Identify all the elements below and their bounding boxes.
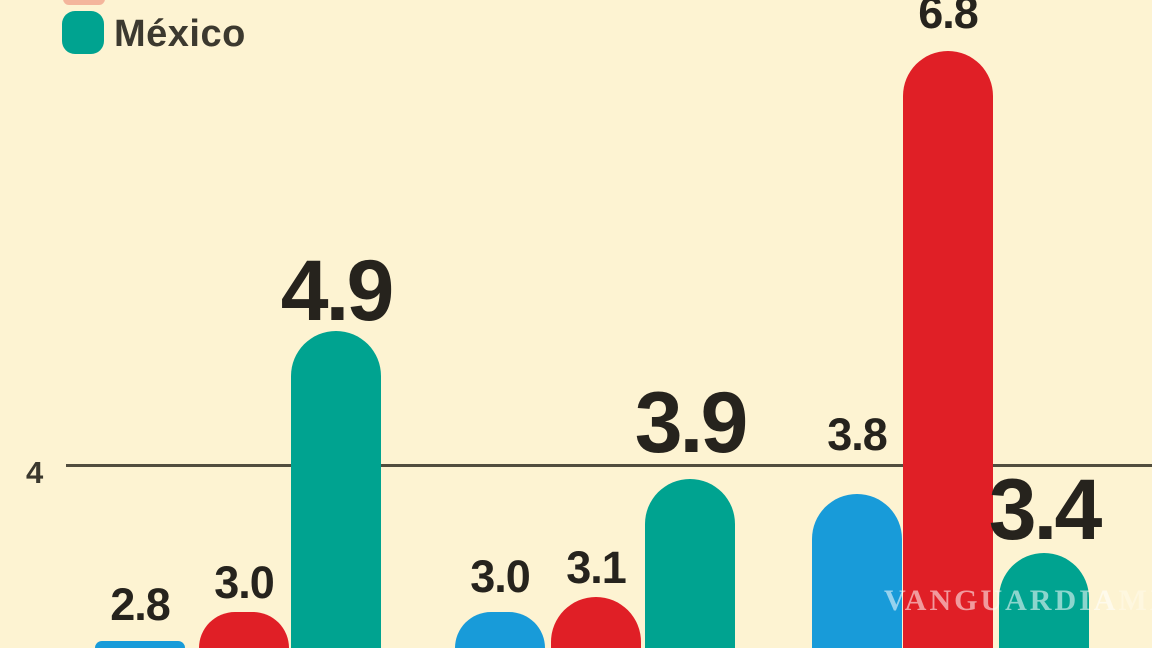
bar-value-label: 2.8 <box>110 579 171 630</box>
bar-blue-group1 <box>95 641 185 648</box>
reference-line <box>66 464 1152 467</box>
bar-value-label: 3.4 <box>988 462 1103 558</box>
bar-value-label: 3.0 <box>470 551 531 602</box>
cropped-legend-swatch <box>63 0 105 5</box>
bar-red-group3 <box>903 51 993 648</box>
bar-value-label: 6.8 <box>918 0 979 38</box>
bar-teal-group3 <box>999 552 1089 648</box>
legend-label-mexico: México <box>114 12 246 55</box>
legend-swatch-mexico <box>62 11 104 54</box>
bar-value-label: 4.9 <box>280 243 395 339</box>
bar-teal-group1 <box>291 331 381 648</box>
bar-value-label: 3.1 <box>566 542 627 593</box>
bar-blue-group3 <box>812 493 902 648</box>
legend: México <box>62 11 246 54</box>
bar-red-group2 <box>551 596 641 648</box>
watermark-text: VANGUARDIA <box>884 584 1119 617</box>
bar-value-label: 3.0 <box>214 557 275 608</box>
watermark-suffix: MX <box>1118 584 1152 617</box>
bar-teal-group2 <box>645 478 735 648</box>
bar-red-group1 <box>199 611 289 648</box>
bar-value-label: 3.9 <box>634 375 749 471</box>
bar-blue-group2 <box>455 611 545 648</box>
watermark: VANGUARDIAMX <box>884 584 1152 618</box>
axis-tick-label: 4 <box>26 455 44 490</box>
bar-value-label: 3.8 <box>827 409 888 460</box>
